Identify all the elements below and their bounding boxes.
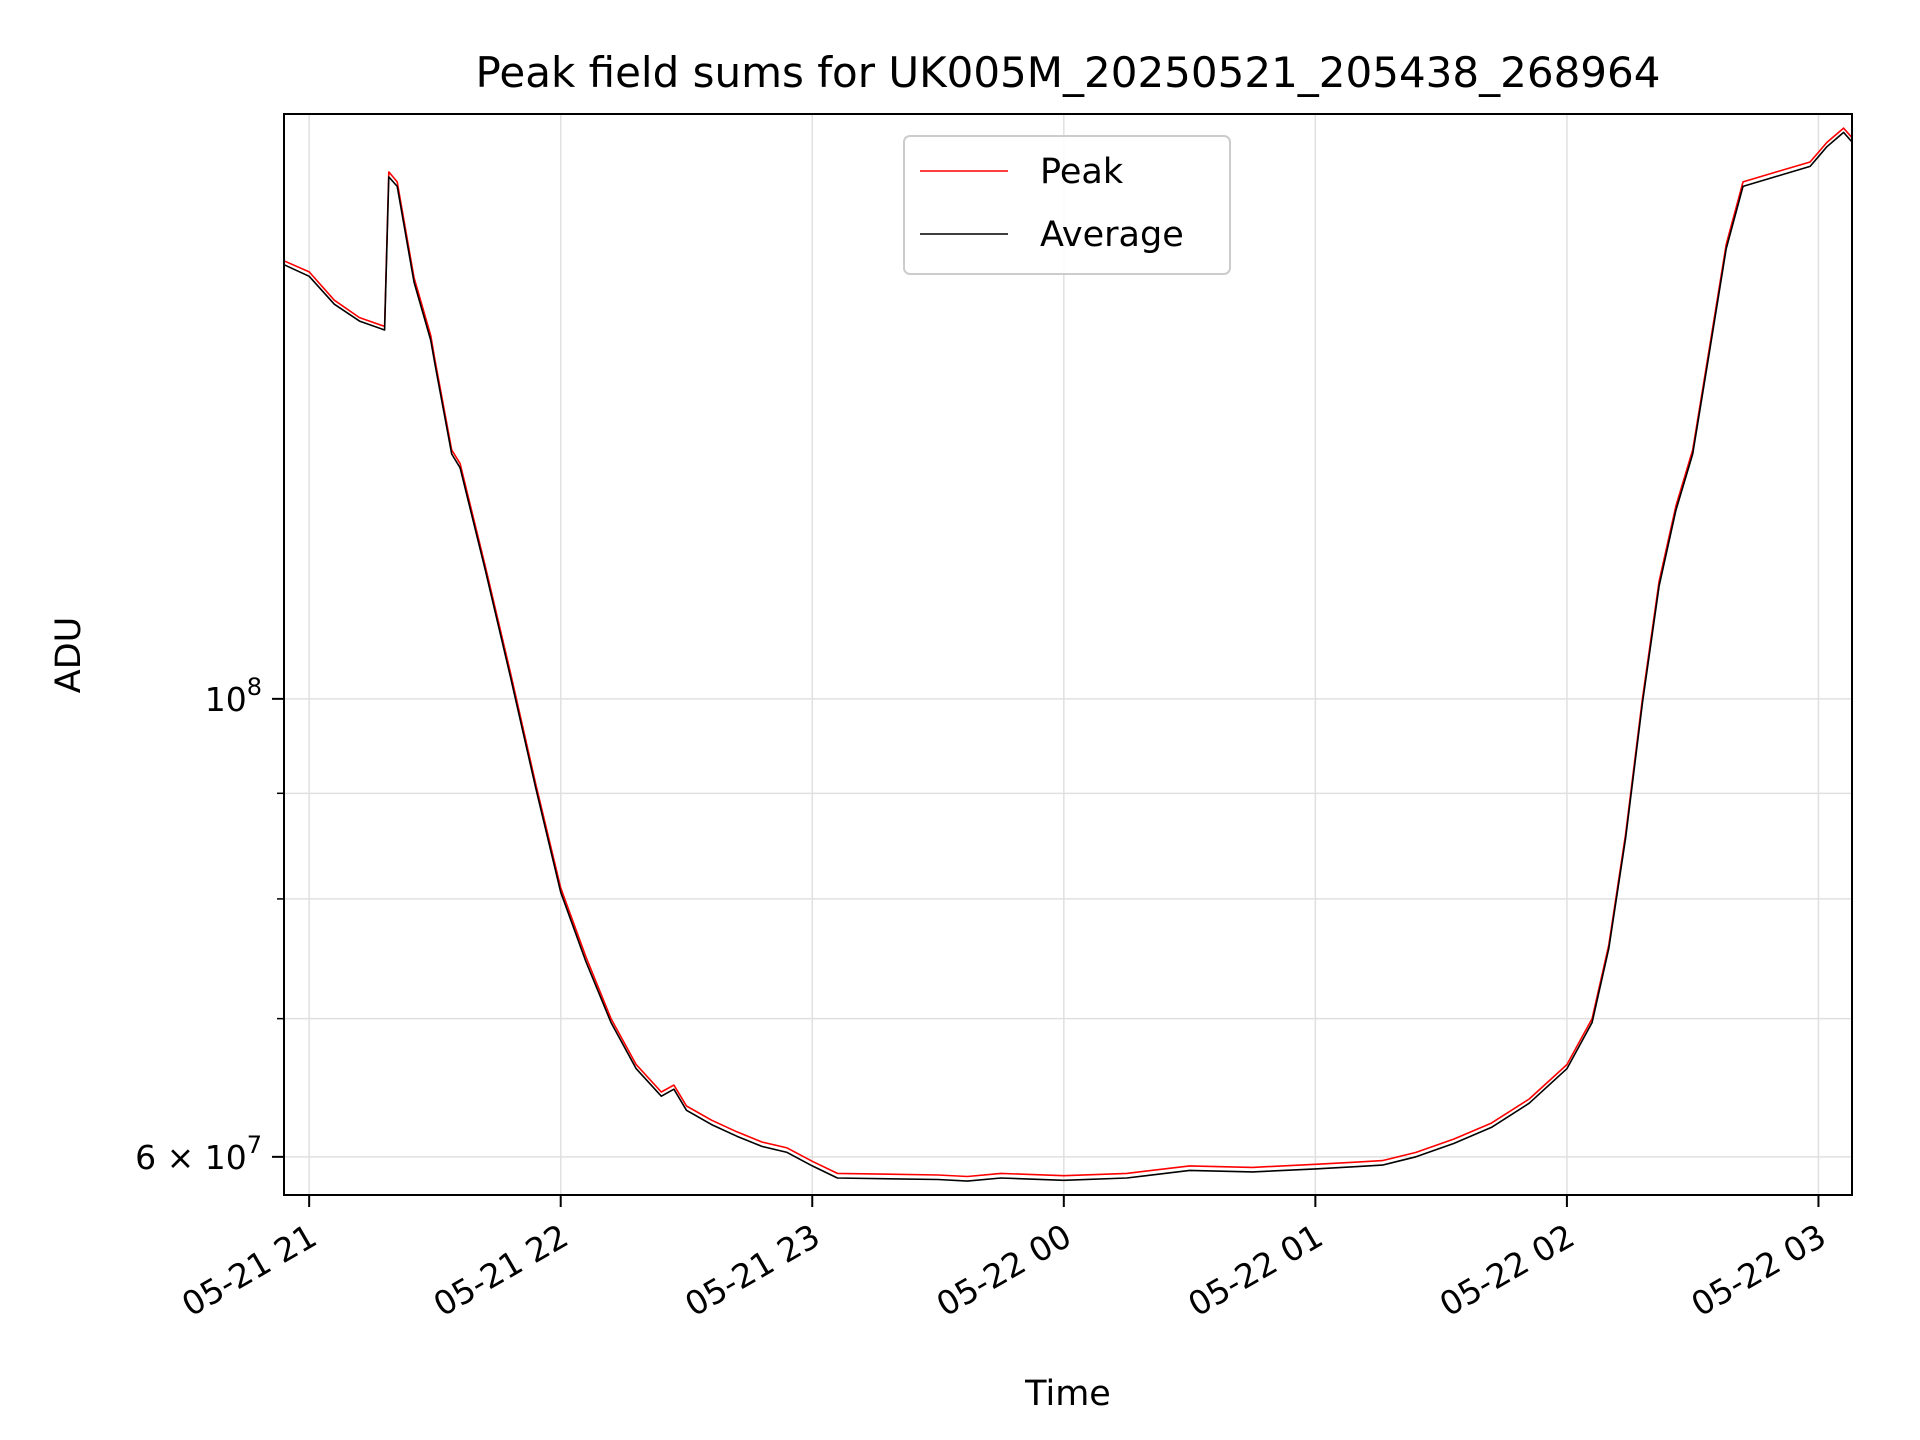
legend: Peak Average <box>903 135 1231 275</box>
series-line-average <box>283 131 1853 1182</box>
legend-label-average: Average <box>1040 215 1184 255</box>
plot-series <box>283 127 1853 1182</box>
chart-title: Peak field sums for UK005M_20250521_2054… <box>476 48 1661 97</box>
y-axis: 6 × 107 108 <box>135 673 284 1177</box>
y-tick-label: 108 <box>205 673 262 719</box>
grid <box>284 114 1852 1195</box>
y-axis-label: ADU <box>49 617 89 694</box>
plot-frame <box>283 113 1853 1196</box>
legend-label-peak: Peak <box>1040 152 1124 192</box>
x-axis-label: Time <box>1024 1374 1111 1414</box>
y-tick-label: 6 × 107 <box>135 1131 262 1177</box>
